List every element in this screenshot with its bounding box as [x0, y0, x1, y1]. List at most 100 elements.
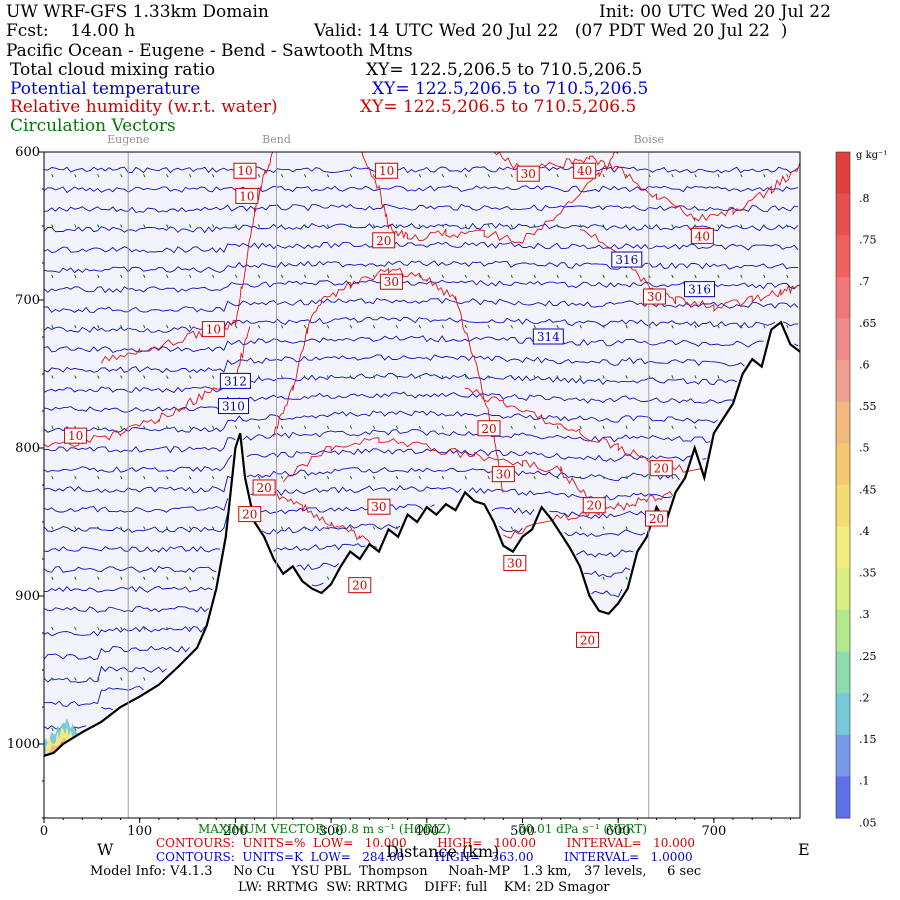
- circulation-vector: [349, 425, 353, 430]
- rh-label: 20: [587, 499, 602, 513]
- colorbar-swatch: [836, 235, 850, 278]
- theta-contour: [44, 354, 745, 374]
- circulation-vector: [349, 324, 353, 329]
- rh-label-box: [644, 510, 668, 527]
- circulation-vector: [671, 475, 674, 480]
- circulation-vector: [740, 224, 743, 228]
- rh-label: 30: [496, 468, 511, 482]
- colorbar-tick-label: .6: [859, 358, 870, 371]
- circulation-vector: [510, 173, 513, 178]
- colorbar-tick-label: .4: [859, 525, 870, 538]
- rh-label: 10: [206, 323, 221, 337]
- circulation-vector: [717, 274, 720, 279]
- circulation-vector: [166, 375, 169, 379]
- circulation-vector: [257, 324, 261, 329]
- circulation-vector: [694, 224, 697, 228]
- circulation-vector: [120, 173, 123, 178]
- rh-label: 20: [352, 579, 367, 593]
- circulation-vector: [786, 324, 789, 329]
- colorbar-tick-label: .65: [859, 317, 877, 330]
- circulation-vector: [234, 224, 238, 228]
- circulation-vector: [786, 274, 789, 279]
- theta-label-box: [219, 372, 251, 389]
- circulation-vector: [602, 526, 605, 530]
- colorbar-tick-label: .55: [859, 400, 877, 413]
- circulation-vector: [372, 425, 376, 430]
- circulation-vector: [418, 425, 422, 430]
- circulation-vector: [51, 626, 54, 631]
- theta-contour: [44, 203, 799, 214]
- circulation-vector: [487, 324, 490, 329]
- circulation-vector: [602, 375, 605, 379]
- rh-label: 30: [647, 290, 662, 304]
- circulation-vector: [418, 224, 422, 228]
- circulation-vector: [303, 173, 307, 178]
- circulation-vector: [533, 324, 536, 329]
- circulation-vector: [579, 526, 582, 530]
- circulation-vector: [763, 224, 766, 228]
- circulation-vector: [303, 425, 307, 430]
- circulation-vector: [74, 626, 77, 631]
- rh-contour: [273, 267, 504, 493]
- circulation-vector: [326, 475, 330, 480]
- circulation-vector: [303, 324, 307, 329]
- circulation-vector: [717, 173, 720, 178]
- circulation-vector: [671, 375, 674, 379]
- theta-label: 312: [224, 374, 247, 388]
- circulation-vector: [510, 224, 513, 228]
- theta-contour: [44, 645, 190, 661]
- theta-contour: [44, 625, 206, 637]
- circulation-vector: [441, 173, 445, 178]
- circulation-vector: [763, 274, 766, 279]
- circulation-vector: [280, 173, 284, 178]
- circulation-vector: [280, 526, 284, 530]
- circulation-vector: [97, 324, 100, 329]
- circulation-vector: [211, 173, 215, 178]
- var-vectors-label: Circulation Vectors: [10, 116, 176, 136]
- circulation-vector: [234, 425, 238, 430]
- circulation-vector: [602, 475, 605, 480]
- footer-theta-contours: CONTOURS: UNITS=K LOW= 284.00 HIGH= 363.…: [156, 850, 693, 864]
- circulation-vector: [694, 173, 697, 178]
- circulation-vector: [257, 475, 261, 480]
- circulation-vector: [487, 173, 490, 178]
- circulation-vector: [510, 274, 513, 279]
- circulation-vector: [372, 173, 376, 178]
- circulation-vector: [166, 576, 169, 580]
- theta-label: 310: [222, 400, 245, 414]
- circulation-vector: [51, 677, 54, 681]
- circulation-vector: [257, 425, 261, 430]
- x-tick-label: 600: [606, 824, 631, 839]
- circulation-vector: [602, 324, 605, 329]
- rh-label-box: [235, 187, 259, 204]
- rh-label-box: [573, 162, 597, 179]
- circulation-vector: [602, 274, 605, 279]
- circulation-vector: [120, 576, 123, 580]
- rh-label: 30: [384, 275, 399, 289]
- circulation-vector: [74, 526, 77, 530]
- rh-contour: [101, 152, 274, 364]
- colorbar-swatch: [836, 485, 850, 528]
- circulation-vector: [97, 375, 100, 379]
- y-tick-label: 600: [15, 145, 40, 160]
- circulation-vector: [74, 475, 77, 480]
- circulation-vector: [763, 173, 766, 178]
- colorbar-swatch: [836, 360, 850, 403]
- var-theta-label: Potential temperature: [10, 79, 201, 99]
- colorbar-frame: [835, 151, 851, 819]
- circulation-vector: [487, 224, 490, 228]
- circulation-vector: [143, 324, 146, 329]
- circulation-vector: [120, 626, 123, 631]
- circulation-vector: [625, 274, 628, 279]
- y-tick-label: 900: [15, 589, 40, 604]
- circulation-vector: [556, 224, 559, 228]
- circulation-vector: [143, 224, 146, 228]
- y-tick-label: 700: [15, 293, 40, 308]
- circulation-vector: [257, 173, 261, 178]
- rh-contour: [282, 437, 590, 499]
- circulation-vector: [326, 425, 330, 430]
- circulation-vector: [257, 224, 261, 228]
- circulation-vector: [74, 727, 77, 731]
- circulation-vector: [717, 324, 720, 329]
- circulation-vector: [579, 475, 582, 480]
